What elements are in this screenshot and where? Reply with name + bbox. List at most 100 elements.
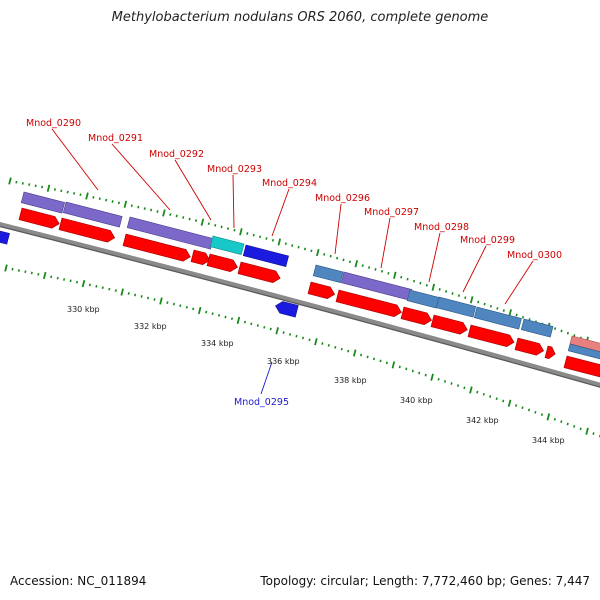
cds-arrow-mnod-0299[interactable]	[467, 324, 516, 348]
gene-block-mnod-0296a[interactable]	[312, 264, 344, 284]
inner-ring-minor-tick	[50, 275, 53, 279]
outer-ring-major-tick	[239, 228, 243, 236]
gene-block-mnod-0298[interactable]	[406, 289, 440, 309]
gene-block-mnod-0291[interactable]	[62, 201, 123, 228]
outer-ring-minor-tick	[271, 238, 274, 242]
outer-ring-major-tick	[277, 238, 282, 246]
inner-ring-minor-tick	[495, 397, 498, 401]
inner-ring-major-tick	[507, 399, 512, 407]
cds-arrow-mnod-0295[interactable]	[274, 300, 299, 318]
cds-arrow-mnod-0293b[interactable]	[206, 253, 239, 273]
inner-ring-minor-tick	[334, 345, 337, 349]
gene-label-mnod-0299[interactable]: Mnod_0299	[460, 235, 515, 246]
gene-label-mnod-0300[interactable]: Mnod_0300	[507, 250, 562, 261]
outer-ring-minor-tick	[342, 258, 345, 262]
outer-ring-minor-tick	[310, 249, 313, 253]
outer-ring-minor-tick	[105, 198, 108, 202]
outer-ring-minor-tick	[419, 281, 422, 285]
cds-arrow-mnod-0291[interactable]	[58, 217, 116, 244]
outer-ring-minor-tick	[297, 245, 300, 249]
outer-ring-minor-tick	[92, 196, 95, 199]
outer-ring-minor-tick	[117, 201, 121, 205]
gene-label-mnod-0296[interactable]: Mnod_0296	[315, 193, 370, 204]
inner-ring-minor-tick	[75, 280, 79, 284]
inner-ring-minor-tick	[553, 417, 556, 421]
gene-label-mnod-0294[interactable]: Mnod_0294	[262, 178, 317, 189]
outer-ring-major-tick	[123, 200, 128, 208]
outer-ring-minor-tick	[387, 271, 390, 275]
gene-label-mnod-0298[interactable]: Mnod_0298	[414, 222, 469, 233]
outer-ring-minor-tick	[175, 214, 178, 218]
outer-ring-major-tick	[200, 218, 205, 226]
inner-ring-major-tick	[197, 306, 202, 315]
outer-ring-minor-tick	[483, 302, 486, 306]
gene-label-mnod-0291[interactable]: Mnod_0291	[88, 133, 143, 144]
inner-ring-minor-tick	[579, 427, 582, 431]
cds-arrow-mnod-0300[interactable]	[514, 337, 545, 357]
cds-arrow-mnod-0294[interactable]	[237, 261, 282, 284]
inner-ring-minor-tick	[37, 272, 40, 276]
inner-ring-minor-tick	[95, 284, 98, 288]
gene-label-mnod-0297[interactable]: Mnod_0297	[364, 207, 419, 218]
outer-ring-minor-tick	[554, 327, 557, 330]
inner-ring-minor-tick	[282, 331, 285, 334]
outer-ring-minor-tick	[150, 208, 153, 212]
tick-label-338: 338 kbp	[334, 376, 367, 385]
leader-line-mnod-0291	[111, 143, 171, 211]
inner-ring-minor-tick	[482, 392, 485, 396]
gene-block-mnod-0298b[interactable]	[435, 296, 477, 318]
gene-block-mnod-0293[interactable]	[209, 235, 245, 256]
gene-block-mnod-0300[interactable]	[520, 318, 554, 338]
inner-ring-major-tick	[314, 338, 318, 346]
outer-ring-minor-tick	[406, 277, 409, 281]
gene-label-mnod-0290[interactable]: Mnod_0290	[26, 118, 81, 129]
outer-ring-minor-tick	[41, 185, 44, 189]
leader-line-mnod-0299	[462, 245, 487, 293]
cds-arrow-mnod-0298a[interactable]	[400, 306, 433, 326]
outer-ring-minor-tick	[79, 193, 82, 197]
cds-arrow-mnod-0293a[interactable]	[190, 249, 211, 266]
cds-arrow-mnod-0298b[interactable]	[430, 314, 469, 336]
outer-ring-minor-tick	[182, 216, 185, 219]
inner-ring-minor-tick	[69, 279, 72, 283]
inner-ring-minor-tick	[295, 334, 298, 338]
outer-ring-minor-tick	[521, 315, 525, 319]
gene-block-edge-steel[interactable]	[567, 343, 600, 362]
inner-ring-major-tick	[391, 361, 396, 369]
outer-ring-minor-tick	[214, 223, 217, 227]
outer-ring-minor-tick	[336, 256, 339, 260]
outer-ring-major-tick	[354, 260, 359, 268]
outer-ring-minor-tick	[34, 184, 37, 188]
gene-block-edge-blue[interactable]	[0, 229, 10, 245]
gene-label-mnod-0292[interactable]: Mnod_0292	[149, 149, 204, 160]
cds-arrow-edge[interactable]	[563, 355, 600, 379]
tick-label-330: 330 kbp	[67, 305, 100, 314]
gene-track	[0, 191, 600, 379]
outer-ring-major-tick	[316, 248, 320, 257]
cds-arrow-mnod-0297[interactable]	[335, 289, 403, 318]
inner-ring-minor-tick	[515, 404, 518, 407]
outer-ring-minor-tick	[502, 309, 505, 312]
cds-arrow-mnod-0296[interactable]	[307, 281, 336, 300]
gene-block-mnod-0290[interactable]	[20, 191, 66, 214]
outer-ring-major-tick	[162, 209, 166, 217]
inner-ring-minor-tick	[372, 357, 376, 361]
cds-arrow-mnod-0292[interactable]	[122, 233, 192, 263]
inner-ring-minor-tick	[308, 338, 311, 342]
outer-ring-major-tick	[469, 296, 474, 304]
outer-ring-minor-tick	[130, 204, 133, 208]
gene-block-mnod-0294[interactable]	[242, 244, 289, 268]
outer-ring-minor-tick	[496, 307, 499, 310]
outer-ring-minor-tick	[66, 190, 69, 194]
gene-block-mnod-0299[interactable]	[473, 306, 522, 330]
inner-ring-major-tick	[81, 279, 86, 288]
inner-ring-minor-tick	[224, 315, 227, 319]
inner-ring-minor-tick	[146, 296, 150, 300]
gene-label-mnod-0295[interactable]: Mnod_0295	[234, 397, 289, 408]
leader-line-mnod-0300	[504, 260, 534, 305]
gene-label-mnod-0293[interactable]: Mnod_0293	[207, 164, 262, 175]
leader-line-mnod-0297	[380, 217, 391, 269]
cds-arrow-mnod-0290[interactable]	[18, 207, 61, 230]
cds-arrow-small[interactable]	[544, 345, 557, 360]
